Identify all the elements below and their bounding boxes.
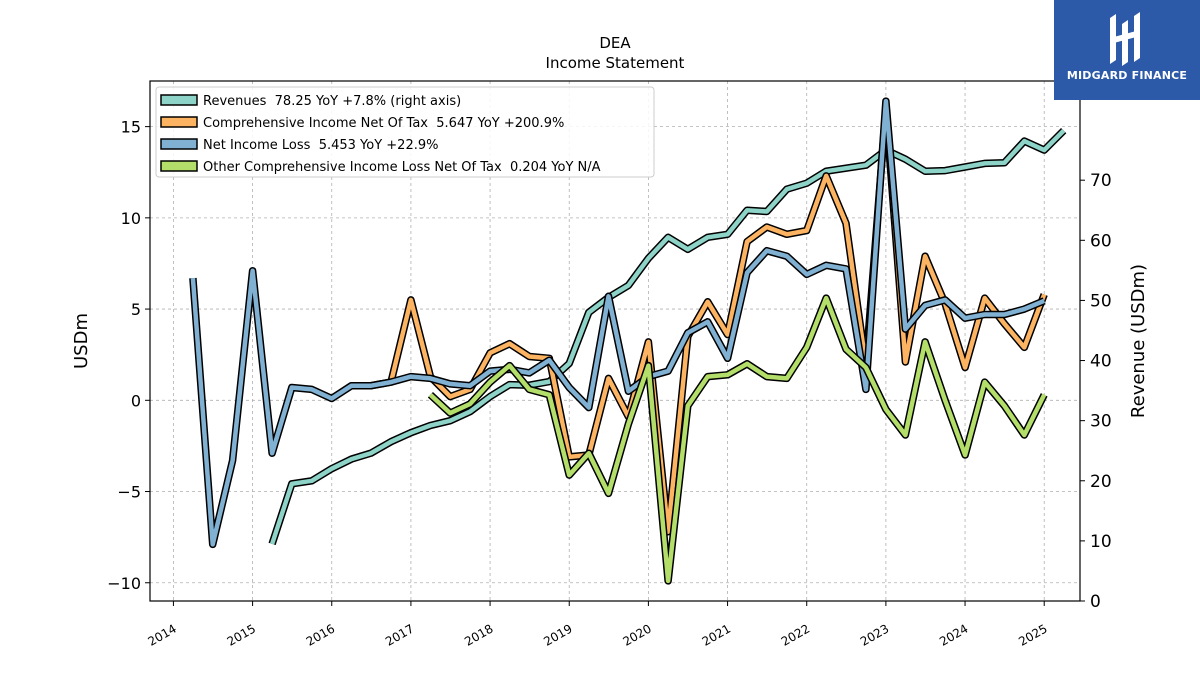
legend-label: Revenues 78.25 YoY +7.8% (right axis) [203, 94, 461, 109]
y-tick-label-right: 20 [1090, 472, 1112, 492]
x-tick-label: 2025 [1016, 621, 1049, 648]
series-layer [189, 97, 1067, 585]
y-axis-label-right: Revenue (USDm) [1128, 264, 1149, 418]
chart-subtitle: Income Statement [546, 54, 685, 72]
y-tick-label-left: 0 [131, 391, 141, 410]
y-tick-label-left: −10 [107, 574, 141, 593]
y-tick-label-left: 15 [121, 118, 141, 137]
y-tick-label-right: 30 [1090, 412, 1112, 432]
series-4 [427, 294, 1048, 585]
legend-entry: Other Comprehensive Income Loss Net Of T… [160, 160, 601, 175]
legend: Revenues 78.25 YoY +7.8% (right axis) Com… [155, 86, 655, 178]
x-tick-label: 2014 [145, 621, 178, 648]
y-axis-label-left: USDm [71, 313, 92, 369]
y-tick-label-right: 10 [1090, 532, 1112, 552]
plot-frame [149, 80, 1081, 602]
legend-label: Other Comprehensive Income Loss Net Of T… [203, 160, 601, 175]
x-tick-label: 2021 [700, 621, 733, 648]
y-tick-label-left: −5 [117, 483, 141, 502]
x-tick-label: 2024 [937, 621, 970, 648]
x-tick-label: 2018 [462, 621, 495, 648]
y-tick-label-right: 40 [1090, 352, 1112, 372]
x-tick-label: 2019 [541, 621, 574, 648]
series-3 [189, 97, 1046, 549]
x-tick-label: 2016 [304, 621, 337, 648]
legend-entry: Revenues 78.25 YoY +7.8% (right axis) [160, 94, 461, 109]
legend-label: Net Income Loss 5.453 YoY +22.9% [203, 138, 438, 153]
series-2 [351, 104, 1048, 536]
x-tick-label: 2015 [225, 621, 258, 648]
legend-swatch [160, 138, 198, 150]
y-tick-label-right: 0 [1090, 592, 1101, 612]
series-line [190, 98, 1046, 547]
brand-name: MIDGARD FINANCE [1066, 69, 1188, 82]
y-tick-label-right: 70 [1090, 171, 1112, 191]
series-line [428, 295, 1047, 584]
y-tick-label-right: 50 [1090, 291, 1112, 311]
legend-box [155, 86, 655, 178]
x-tick-label: 2022 [779, 621, 812, 648]
chart-title: DEA [599, 34, 631, 52]
series-1 [268, 127, 1067, 546]
brand-logo: MIDGARD FINANCE [1054, 0, 1200, 100]
x-tick-label: 2023 [858, 621, 891, 648]
series-outline [268, 127, 1067, 546]
legend-swatch [160, 116, 198, 128]
series-line [269, 129, 1066, 545]
series-outline [427, 294, 1048, 585]
x-tick-label: 2020 [620, 621, 653, 648]
legend-entry: Net Income Loss 5.453 YoY +22.9% [160, 138, 438, 153]
x-tick-label: 2017 [383, 621, 416, 648]
y-tick-label-right: 60 [1090, 231, 1112, 251]
y-tick-label-left: 5 [131, 300, 141, 319]
legend-entry: Comprehensive Income Net Of Tax 5.647 Yo… [160, 116, 564, 131]
midgard-logo-icon [1110, 12, 1140, 66]
legend-swatch [160, 94, 198, 106]
legend-label: Comprehensive Income Net Of Tax 5.647 Yo… [203, 116, 564, 131]
legend-swatch [160, 160, 198, 172]
y-tick-label-left: 10 [121, 209, 141, 228]
series-line [351, 106, 1047, 534]
